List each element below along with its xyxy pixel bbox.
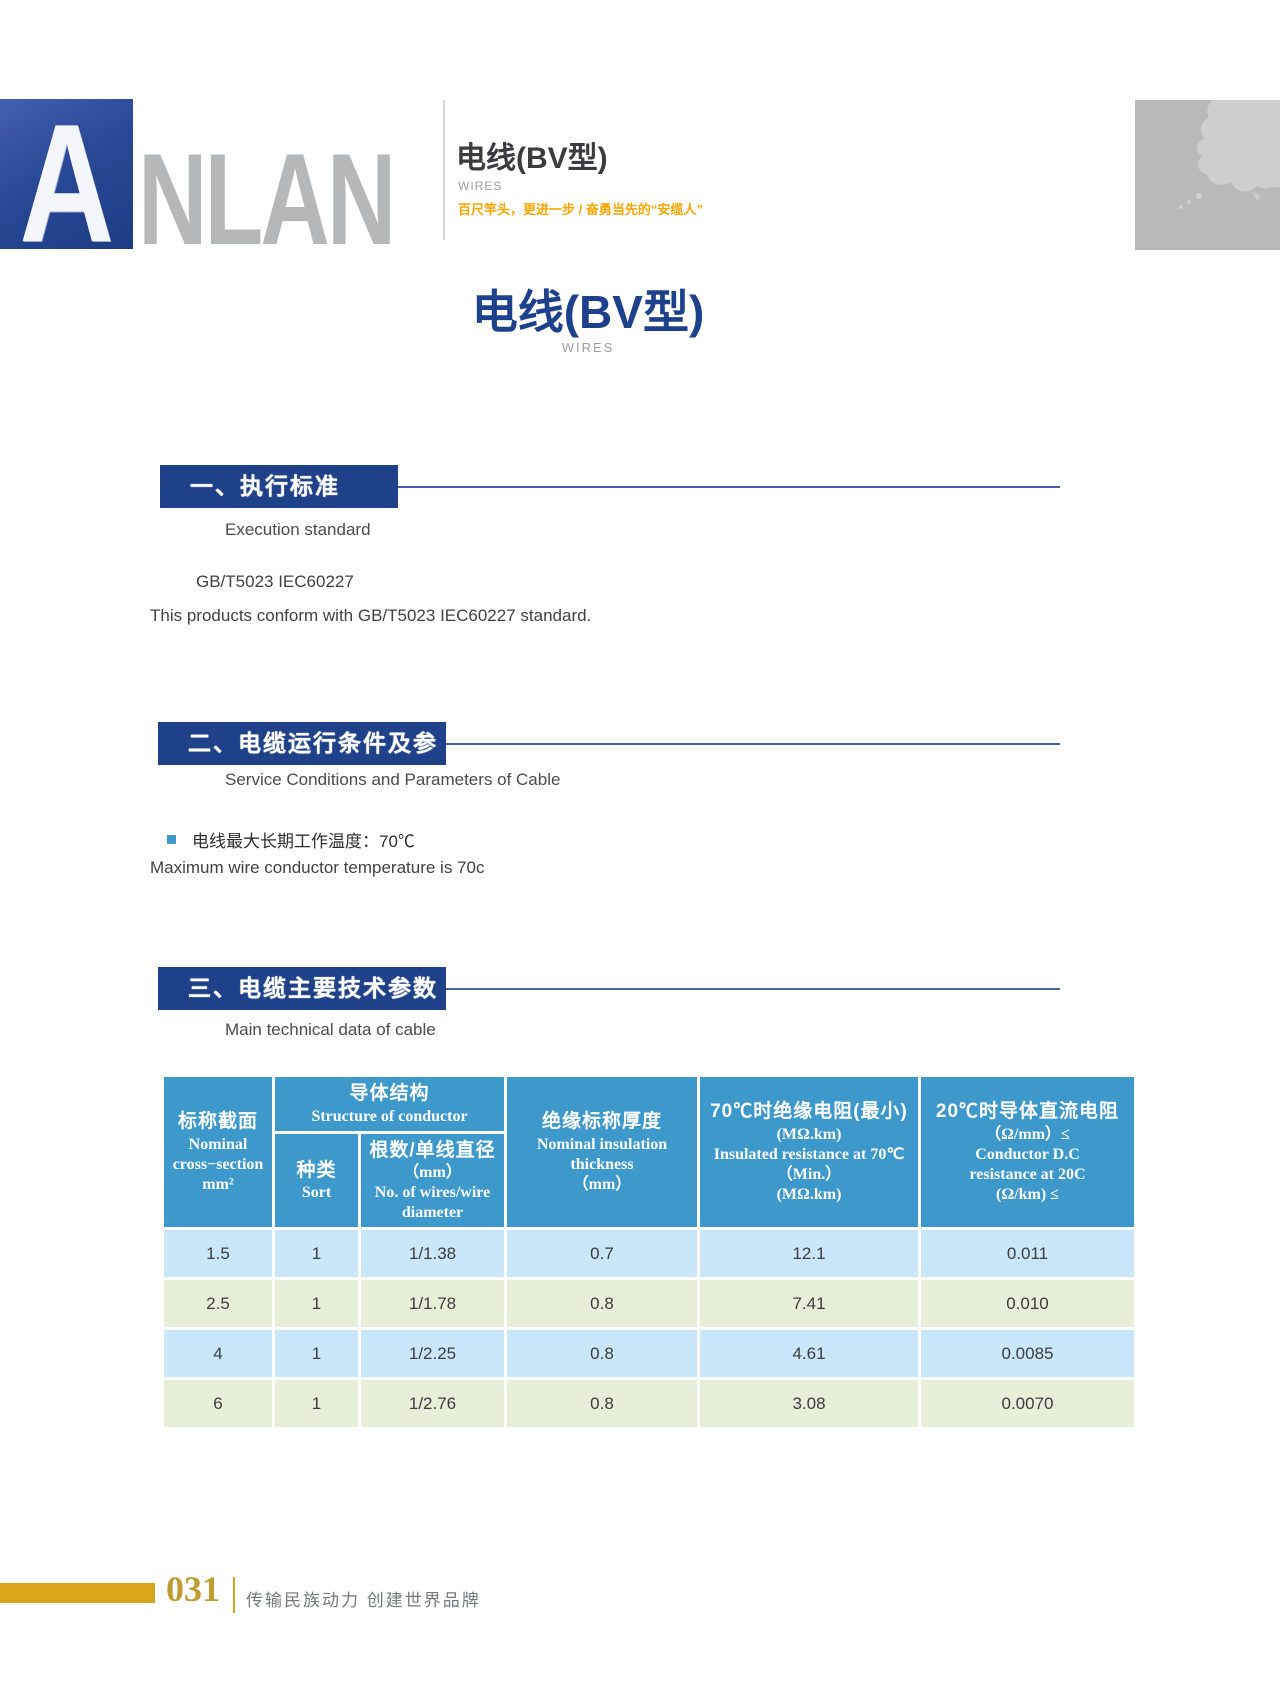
cell-thickness: 0.8 [507,1280,697,1328]
cell-thickness: 0.8 [507,1380,697,1428]
cell-resistance70: 4.61 [700,1330,918,1378]
section3-heading-en: Main technical data of cable [225,1020,436,1039]
col-header-insulation-thickness: 绝缘标称厚度 Nominal insulation thickness （mm） [507,1077,697,1228]
cell-nominal: 6 [164,1380,272,1428]
footer-divider [233,1577,235,1613]
cell-resistance70: 7.41 [700,1280,918,1328]
brand-product-title: 电线(BV型) [456,142,608,175]
table-row: 6 1 1/2.76 0.8 3.08 0.0070 [164,1380,1134,1428]
map-image [1135,100,1280,250]
table-row: 2.5 1 1/1.78 0.8 7.41 0.010 [164,1280,1134,1328]
section2-heading-en: Service Conditions and Parameters of Cab… [225,770,561,789]
cell-thickness: 0.8 [507,1330,697,1378]
cell-wires: 1/1.78 [361,1280,504,1328]
cell-dc20: 0.0085 [921,1330,1134,1378]
max-temperature-en: Maximum wire conductor temperature is 70… [150,858,485,877]
cell-sort: 1 [275,1230,358,1278]
cell-resistance70: 3.08 [700,1380,918,1428]
cell-sort: 1 [275,1330,358,1378]
section2-heading: 二、电缆运行条件及参数 [158,722,446,799]
cell-dc20: 0.011 [921,1230,1134,1278]
col-header-sort: 种类 Sort [275,1133,358,1228]
section1-rule [398,486,1060,488]
cell-sort: 1 [275,1380,358,1428]
max-temperature-cn: 电线最大长期工作温度：70℃ [192,832,415,851]
page-number: 031 [166,1569,220,1609]
cell-nominal: 4 [164,1330,272,1378]
logo-letters-nlan: NLAN [138,126,396,273]
standard-codes: GB/T5023 IEC60227 [196,572,354,591]
table-row: 4 1 1/2.25 0.8 4.61 0.0085 [164,1330,1134,1378]
cell-sort: 1 [275,1280,358,1328]
table-row: 1.5 1 1/1.38 0.7 12.1 0.011 [164,1230,1134,1278]
section1-heading-en: Execution standard [225,520,371,539]
cell-dc20: 0.010 [921,1280,1134,1328]
col-header-dc-resistance-20c: 20℃时导体直流电阻 （Ω/mm）≤ Conductor D.C resistan… [921,1077,1134,1228]
cell-wires: 1/1.38 [361,1230,504,1278]
technical-data-table: 标称截面 Nominal cross−section mm² 导体结构 Struct… [161,1074,1137,1430]
footer-gold-bar [0,1583,155,1603]
brand-product-subtitle: WIRES [458,179,503,193]
cell-thickness: 0.7 [507,1230,697,1278]
logo-letter-a: A [19,99,114,249]
col-header-nominal-cross-section: 标称截面 Nominal cross−section mm² [164,1077,272,1228]
section1-heading: 一、执行标准 [160,465,398,508]
footer-slogan: 传输民族动力 创建世界品牌 [246,1591,481,1610]
cell-wires: 1/2.76 [361,1380,504,1428]
cell-nominal: 1.5 [164,1230,272,1278]
map-alaska-icon [1179,100,1280,209]
page-title: 电线(BV型) [471,286,705,338]
standard-statement: This products conform with GB/T5023 IEC6… [150,606,592,625]
brand-divider [443,100,445,240]
col-header-insulated-resistance-70c: 70℃时绝缘电阻(最小) (MΩ.km) Insulated resistance… [700,1077,918,1228]
col-header-wires-diameter: 根数/单线直径 （mm） No. of wires/wire diameter [361,1133,504,1228]
cell-nominal: 2.5 [164,1280,272,1328]
section2-rule [446,743,1060,745]
cell-resistance70: 12.1 [700,1230,918,1278]
anlan-logo-box: A [0,99,133,249]
bullet-square-icon [167,835,176,844]
brand-slogan: 百尺竿头，更进一步 / 奋勇当先的“安缆人” [458,202,703,217]
section3-rule [446,988,1060,990]
section3-heading: 三、电缆主要技术参数 [158,967,446,1010]
cell-wires: 1/2.25 [361,1330,504,1378]
cell-dc20: 0.0070 [921,1380,1134,1428]
col-header-structure-of-conductor: 导体结构 Structure of conductor [275,1077,504,1131]
page-subtitle: WIRES [561,340,615,355]
